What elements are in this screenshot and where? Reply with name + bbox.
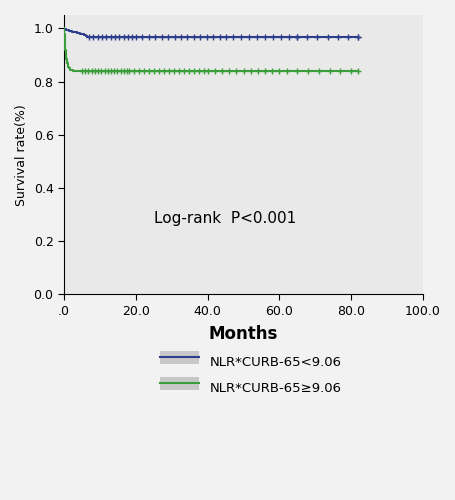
Y-axis label: Survival rate(%): Survival rate(%) bbox=[15, 104, 28, 206]
Legend: NLR*CURB-65<9.06, NLR*CURB-65≥9.06: NLR*CURB-65<9.06, NLR*CURB-65≥9.06 bbox=[153, 348, 348, 402]
Text: Log-rank  P<0.001: Log-rank P<0.001 bbox=[153, 210, 295, 226]
X-axis label: Months: Months bbox=[208, 325, 278, 343]
